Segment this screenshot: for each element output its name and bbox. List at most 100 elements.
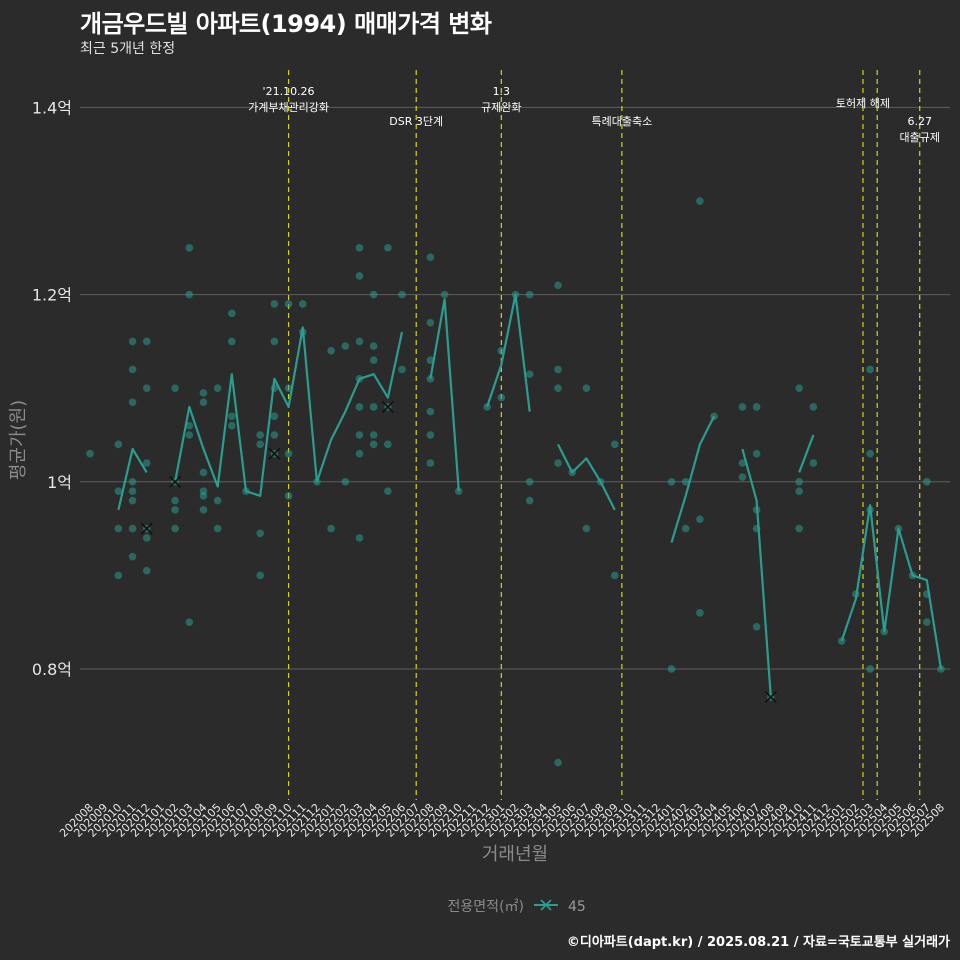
data-point-32 xyxy=(199,468,208,477)
data-point-10 xyxy=(128,398,137,407)
data-point-117 xyxy=(696,515,704,524)
data-point-70 xyxy=(355,272,364,280)
data-point-3 xyxy=(114,487,123,495)
data-point-139 xyxy=(866,449,874,458)
data-point-5 xyxy=(128,552,137,561)
data-point-6 xyxy=(128,524,137,533)
y-tick-labels: 0.8억 1억 1.2억 1.4억 xyxy=(32,98,72,679)
data-point-40 xyxy=(228,337,236,346)
x-tick-labels: 2020082020092020102020112020122021012021… xyxy=(57,801,947,840)
data-point-65 xyxy=(355,449,364,458)
data-point-45 xyxy=(256,440,265,449)
data-point-129 xyxy=(795,524,803,533)
y-tick-label-3: 1.4억 xyxy=(32,98,72,117)
series-line-segment-4 xyxy=(557,443,616,511)
data-point-122 xyxy=(738,403,747,411)
data-point-19 xyxy=(171,524,179,533)
data-point-93 xyxy=(483,403,491,411)
data-point-79 xyxy=(384,440,392,449)
x-markers xyxy=(140,400,777,704)
data-point-62 xyxy=(341,477,350,486)
data-point-134 xyxy=(809,403,818,411)
data-point-97 xyxy=(525,496,534,505)
legend-item-label: 45 xyxy=(568,899,586,915)
x-marker-4 xyxy=(764,690,777,704)
data-point-17 xyxy=(142,384,151,393)
data-point-67 xyxy=(355,403,364,411)
data-point-69 xyxy=(355,337,364,346)
data-point-53 xyxy=(284,492,293,500)
data-point-33 xyxy=(199,398,208,407)
data-point-71 xyxy=(355,244,364,252)
data-point-85 xyxy=(426,431,435,439)
data-point-82 xyxy=(398,365,406,374)
data-point-121 xyxy=(738,459,747,467)
data-point-31 xyxy=(199,487,208,495)
data-point-102 xyxy=(554,459,562,467)
series-line-segment-2 xyxy=(429,298,460,492)
data-point-52 xyxy=(270,300,279,308)
data-point-29 xyxy=(199,506,208,514)
data-point-58 xyxy=(298,300,307,308)
event-label-0-1: 가계부채관리강화 xyxy=(248,101,329,114)
event-label-6-1: 대출규제 xyxy=(899,131,939,144)
data-point-24 xyxy=(185,618,194,626)
data-points xyxy=(86,197,945,767)
data-point-36 xyxy=(213,496,222,505)
data-point-61 xyxy=(327,346,335,355)
data-point-26 xyxy=(185,421,194,430)
series-lines xyxy=(117,293,943,698)
data-point-120 xyxy=(738,473,747,481)
data-point-63 xyxy=(341,342,350,350)
x-axis-label: 거래년월 xyxy=(482,844,548,865)
event-label-0-0: '21.10.26 xyxy=(263,85,315,98)
data-point-25 xyxy=(185,431,194,439)
data-point-34 xyxy=(199,389,208,397)
data-point-137 xyxy=(866,665,874,673)
data-point-74 xyxy=(369,403,378,411)
data-point-119 xyxy=(710,412,718,421)
data-point-2 xyxy=(114,524,123,533)
data-point-18 xyxy=(142,337,151,346)
data-point-8 xyxy=(128,487,137,495)
data-point-140 xyxy=(866,365,874,374)
data-point-21 xyxy=(171,496,179,505)
data-point-44 xyxy=(256,529,265,538)
data-point-39 xyxy=(228,412,236,421)
data-point-55 xyxy=(284,384,293,393)
series-line-segment-0 xyxy=(117,447,148,511)
data-point-49 xyxy=(270,412,279,421)
series-line-segment-1 xyxy=(174,326,404,497)
y-tick-label-0: 0.8억 xyxy=(32,660,72,679)
data-point-4 xyxy=(114,440,123,449)
data-point-91 xyxy=(440,290,449,299)
data-point-66 xyxy=(355,431,364,439)
data-point-116 xyxy=(696,609,704,617)
data-point-133 xyxy=(809,459,818,467)
data-point-118 xyxy=(696,197,704,205)
data-point-12 xyxy=(128,337,137,346)
data-point-9 xyxy=(128,477,137,486)
data-point-132 xyxy=(795,384,803,393)
data-point-98 xyxy=(525,477,534,486)
event-label-2-1: 규제완화 xyxy=(481,101,521,114)
event-label-2-0: 1.3 xyxy=(493,85,511,98)
data-point-112 xyxy=(667,665,676,673)
series-line-segment-7 xyxy=(798,434,815,473)
data-point-114 xyxy=(681,524,690,533)
data-point-99 xyxy=(525,370,534,378)
event-label-1-0: DSR 3단계 xyxy=(389,115,443,128)
chart-title: 개금우드빌 아파트(1994) 매매가격 변화 xyxy=(80,10,492,38)
data-point-48 xyxy=(270,431,279,439)
x-marker-0 xyxy=(140,522,153,535)
chart-subtitle: 최근 5개년 한정 xyxy=(80,41,176,57)
x-marker-2 xyxy=(268,447,281,460)
data-point-43 xyxy=(256,571,265,580)
data-point-81 xyxy=(384,244,392,252)
data-point-1 xyxy=(114,571,123,580)
event-label-3-0: 특례대출축소 xyxy=(592,115,653,128)
data-point-110 xyxy=(610,571,619,580)
series-line-segment-5 xyxy=(670,415,716,543)
